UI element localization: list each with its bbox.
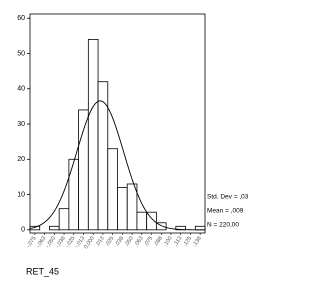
y-tick-label: 50	[17, 50, 25, 57]
bar	[117, 187, 128, 231]
stat-label: Mean = ,009	[207, 208, 244, 215]
y-tick-label: 60	[17, 15, 25, 22]
bar	[146, 211, 157, 231]
y-tick-label: 30	[17, 121, 25, 128]
bar	[78, 109, 89, 231]
bar	[87, 38, 99, 231]
x-tick-label: ,038	[114, 236, 125, 248]
plot-frame	[29, 13, 206, 234]
x-tick-label: ,063	[134, 236, 145, 248]
y-tick-label: 40	[17, 86, 25, 93]
bar	[58, 208, 70, 231]
x-tick-label: ,138	[192, 236, 203, 248]
x-tick-label: ,088	[153, 236, 164, 248]
x-tick-label: ,075	[143, 236, 154, 248]
normal-curve	[29, 100, 205, 231]
bar	[68, 158, 80, 231]
chart: RET_45 0102030405060-,075-,063-,050-,038…	[17, 13, 249, 276]
x-tick-label: ,050	[124, 236, 135, 248]
bar	[126, 183, 138, 231]
x-tick-label: ,113	[173, 236, 184, 248]
stat-label: N = 220,00	[207, 222, 239, 229]
bar	[107, 148, 118, 231]
x-tick-label: ,013	[95, 236, 106, 248]
bar	[136, 211, 148, 231]
y-tick-label: 10	[17, 191, 25, 198]
stat-label: Std. Dev = ,03	[207, 194, 249, 201]
y-tick-label: 20	[17, 156, 25, 163]
x-tick-label: ,125	[182, 236, 193, 248]
x-tick-label: 0,000	[83, 236, 96, 251]
bar	[155, 222, 167, 231]
x-axis-label: RET_45	[26, 266, 59, 276]
bar	[194, 225, 206, 231]
bar	[97, 81, 109, 231]
bar	[49, 225, 60, 231]
x-tick-label: ,025	[104, 236, 115, 248]
x-tick-label: ,100	[163, 236, 174, 248]
y-tick-label: 0	[21, 227, 25, 234]
